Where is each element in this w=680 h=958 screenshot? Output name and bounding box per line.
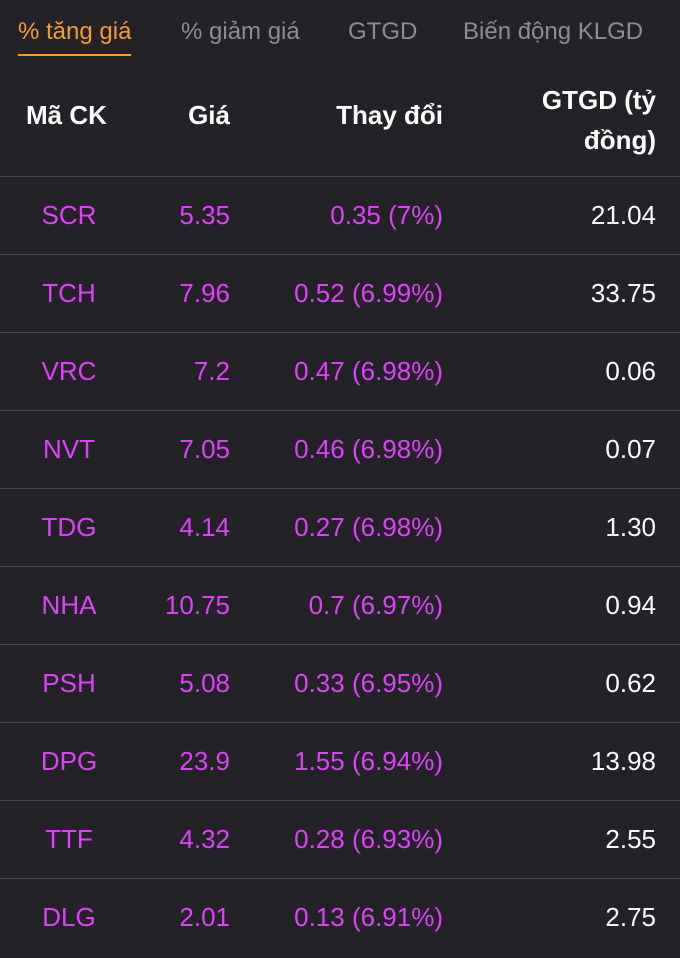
header-price[interactable]: Giá bbox=[188, 100, 230, 130]
stock-code[interactable]: DLG bbox=[42, 902, 96, 932]
trading-value: 2.75 bbox=[605, 902, 656, 932]
table-row[interactable]: TCH 7.96 0.52 (6.99%) 33.75 bbox=[0, 255, 680, 333]
price-change: 0.7 (6.97%) bbox=[308, 590, 443, 620]
stock-table-body: SCR 5.35 0.35 (7%) 21.04 TCH 7.96 0.52 (6.99%)… bbox=[0, 177, 680, 956]
price-change: 1.55 (6.94%) bbox=[294, 746, 443, 776]
stock-price: 5.08 bbox=[179, 668, 230, 698]
table-row[interactable]: VRC 7.2 0.47 (6.98%) 0.06 bbox=[0, 333, 680, 411]
stock-code[interactable]: SCR bbox=[41, 200, 97, 230]
tab-label: Biến động KLGD bbox=[463, 18, 644, 45]
table-row[interactable]: SCR 5.35 0.35 (7%) 21.04 bbox=[0, 177, 680, 255]
active-tab-indicator bbox=[18, 54, 132, 56]
table-row[interactable]: DPG 23.9 1.55 (6.94%) 13.98 bbox=[0, 723, 680, 801]
trading-value: 0.07 bbox=[605, 434, 656, 464]
price-change: 0.47 (6.98%) bbox=[294, 356, 443, 386]
tab-bar: % tăng giá % giảm giá GTGD Biến động KLG… bbox=[0, 0, 680, 70]
price-change: 0.52 (6.99%) bbox=[294, 278, 443, 308]
tab-volume-change[interactable]: Biến động KLGD bbox=[463, 18, 643, 46]
table-row[interactable]: DLG 2.01 0.13 (6.91%) 2.75 bbox=[0, 879, 680, 956]
table-row[interactable]: NHA 10.75 0.7 (6.97%) 0.94 bbox=[0, 567, 680, 645]
price-change: 0.46 (6.98%) bbox=[294, 434, 443, 464]
trading-value: 13.98 bbox=[590, 746, 656, 776]
price-change: 0.33 (6.95%) bbox=[294, 668, 443, 698]
stock-code[interactable]: TCH bbox=[42, 278, 96, 308]
table-header: Mã CK Giá Thay đổi GTGD (tỷ đồng) bbox=[0, 70, 680, 177]
header-change[interactable]: Thay đổi bbox=[336, 100, 443, 130]
price-change: 0.27 (6.98%) bbox=[294, 512, 443, 542]
price-change: 0.28 (6.93%) bbox=[294, 824, 443, 854]
stock-code[interactable]: NHA bbox=[41, 590, 97, 620]
stock-price: 4.14 bbox=[179, 512, 230, 542]
tab-trading-value[interactable]: GTGD bbox=[348, 18, 417, 46]
tab-label: % giảm giá bbox=[181, 18, 300, 45]
tab-label: GTGD bbox=[348, 18, 418, 45]
stock-price: 7.2 bbox=[193, 356, 230, 386]
price-change: 0.35 (7%) bbox=[330, 200, 443, 230]
stock-price: 7.96 bbox=[179, 278, 230, 308]
stock-code[interactable]: NVT bbox=[43, 434, 95, 464]
trading-value: 21.04 bbox=[590, 200, 656, 230]
table-row[interactable]: PSH 5.08 0.33 (6.95%) 0.62 bbox=[0, 645, 680, 723]
stock-price: 7.05 bbox=[179, 434, 230, 464]
tab-label: % tăng giá bbox=[18, 18, 132, 45]
stock-code[interactable]: VRC bbox=[41, 356, 97, 386]
trading-value: 1.30 bbox=[605, 512, 656, 542]
stock-code[interactable]: TTF bbox=[45, 824, 93, 854]
stock-price: 5.35 bbox=[179, 200, 230, 230]
trading-value: 0.62 bbox=[605, 668, 656, 698]
header-trading-value[interactable]: GTGD (tỷ đồng) bbox=[541, 85, 656, 155]
trading-value: 0.06 bbox=[605, 356, 656, 386]
trading-value: 0.94 bbox=[605, 590, 656, 620]
trading-value: 2.55 bbox=[605, 824, 656, 854]
header-code[interactable]: Mã CK bbox=[26, 100, 107, 130]
price-change: 0.13 (6.91%) bbox=[294, 902, 443, 932]
stock-code[interactable]: TDG bbox=[41, 512, 97, 542]
table-row[interactable]: TTF 4.32 0.28 (6.93%) 2.55 bbox=[0, 801, 680, 879]
stock-code[interactable]: PSH bbox=[42, 668, 96, 698]
stock-price: 10.75 bbox=[164, 590, 230, 620]
tab-top-losers[interactable]: % giảm giá bbox=[181, 18, 300, 46]
trading-value: 33.75 bbox=[590, 278, 656, 308]
table-row[interactable]: TDG 4.14 0.27 (6.98%) 1.30 bbox=[0, 489, 680, 567]
table-row[interactable]: NVT 7.05 0.46 (6.98%) 0.07 bbox=[0, 411, 680, 489]
stock-price: 2.01 bbox=[179, 902, 230, 932]
stock-code[interactable]: DPG bbox=[40, 746, 98, 776]
tab-top-gainers[interactable]: % tăng giá bbox=[18, 18, 132, 56]
stock-price: 23.9 bbox=[179, 746, 230, 776]
stock-price: 4.32 bbox=[179, 824, 230, 854]
